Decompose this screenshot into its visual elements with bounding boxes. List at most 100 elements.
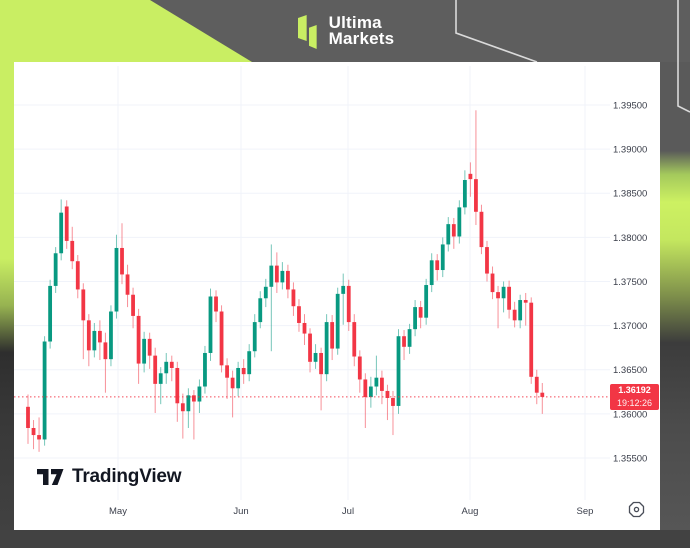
candle-body: [429, 260, 434, 286]
candle-body: [451, 224, 456, 237]
time-axis-label: Jun: [233, 506, 248, 517]
candle-body: [252, 322, 257, 352]
candle-body: [462, 180, 467, 208]
candle-body: [402, 336, 406, 347]
candle-body: [31, 427, 36, 436]
candle-body: [37, 435, 41, 440]
candle-body: [474, 179, 478, 212]
candle-body: [158, 373, 163, 384]
candle-body: [446, 224, 451, 245]
candle-body: [86, 320, 91, 351]
candle-body: [153, 355, 158, 384]
candle-body: [120, 247, 124, 275]
candle-body: [507, 286, 512, 310]
candle-body: [341, 285, 346, 294]
candle-body: [424, 285, 429, 318]
last-price-value: 1.36192: [618, 384, 651, 395]
candle-body: [70, 240, 75, 262]
brand-line2: Markets: [328, 29, 395, 48]
right-gradient-strip: [660, 62, 690, 530]
time-axis-label: May: [109, 506, 127, 517]
candle-body: [302, 322, 307, 334]
time-axis-label: Jul: [342, 506, 354, 517]
candle-body: [59, 212, 64, 254]
candle-body: [523, 300, 528, 303]
candle-body: [496, 292, 500, 299]
candle-body: [192, 395, 196, 402]
candle-body: [114, 247, 119, 312]
candle-body: [385, 390, 390, 398]
candle-body: [297, 306, 301, 323]
gear-icon[interactable]: [628, 501, 645, 518]
tradingview-logo-icon: [37, 468, 64, 485]
candle-body: [147, 338, 152, 356]
candle-body: [540, 392, 545, 397]
bottom-frame-band: [0, 530, 690, 548]
candle-body: [180, 403, 185, 412]
price-axis-label: 1.36500: [613, 365, 647, 376]
candle-body: [186, 395, 191, 412]
candle-body: [396, 336, 401, 406]
candle-body: [391, 397, 395, 406]
candle-body: [313, 352, 318, 362]
candle-body: [81, 289, 86, 321]
candle-body: [352, 322, 357, 357]
candle-body: [457, 207, 462, 237]
candle-body: [263, 286, 268, 299]
candle-body: [214, 296, 218, 312]
candle-body: [368, 386, 373, 398]
candle-body: [407, 329, 412, 347]
candle-body: [142, 338, 147, 364]
candle-body: [330, 322, 335, 349]
candle-body: [529, 302, 534, 377]
last-price-badge: 1.36192 19:12:26: [610, 383, 659, 410]
brand-wordmark: Ultima Markets: [328, 14, 395, 48]
price-axis-label: 1.39500: [613, 100, 647, 111]
candle-body: [413, 307, 417, 330]
candle-body: [125, 274, 130, 295]
candle-body: [208, 296, 213, 353]
candle-body: [131, 294, 135, 316]
candle-body: [468, 173, 473, 180]
candle-body: [274, 265, 279, 283]
candle-body: [440, 244, 445, 271]
candle-body: [319, 352, 323, 375]
candle-body: [175, 367, 180, 404]
candle-body: [48, 285, 53, 342]
candle-body: [479, 211, 484, 248]
tradingview-watermark[interactable]: TradingView: [37, 466, 182, 488]
candle-body: [42, 341, 47, 440]
candle-body: [53, 253, 58, 286]
candle-body: [97, 330, 102, 343]
candle-body: [518, 300, 523, 321]
candle-body: [169, 361, 174, 368]
candle-body: [203, 352, 207, 387]
price-axis-label: 1.37000: [613, 321, 647, 332]
price-axis-label: 1.39000: [613, 145, 647, 156]
candle-body: [308, 333, 312, 362]
candlestick-chart[interactable]: 1.39500 1.39000 1.38500 1.38000 1.37500 1.370…: [14, 62, 660, 530]
candle-body: [512, 309, 517, 321]
price-axis-label: 1.38500: [613, 189, 647, 200]
candle-body: [136, 315, 141, 364]
candle-body: [363, 379, 368, 398]
candle-body: [269, 265, 274, 287]
candle-body: [197, 386, 202, 402]
candle-body: [241, 367, 246, 375]
candle-body: [109, 311, 113, 360]
time-axis-label: Aug: [462, 506, 479, 517]
candle-body: [324, 322, 329, 375]
candle-body: [280, 270, 285, 283]
time-axis-label: Sep: [577, 506, 594, 517]
bar-countdown: 19:12:26: [616, 397, 653, 408]
price-axis-label: 1.36000: [613, 409, 647, 420]
candle-body: [247, 351, 252, 375]
candle-body: [103, 342, 108, 360]
candle-body: [225, 365, 229, 378]
candle-body: [534, 376, 539, 393]
candle-body: [490, 273, 495, 293]
ultima-markets-logo-icon: [296, 13, 320, 49]
tradingview-wordmark: TradingView: [72, 466, 182, 487]
candle-body: [64, 206, 69, 241]
